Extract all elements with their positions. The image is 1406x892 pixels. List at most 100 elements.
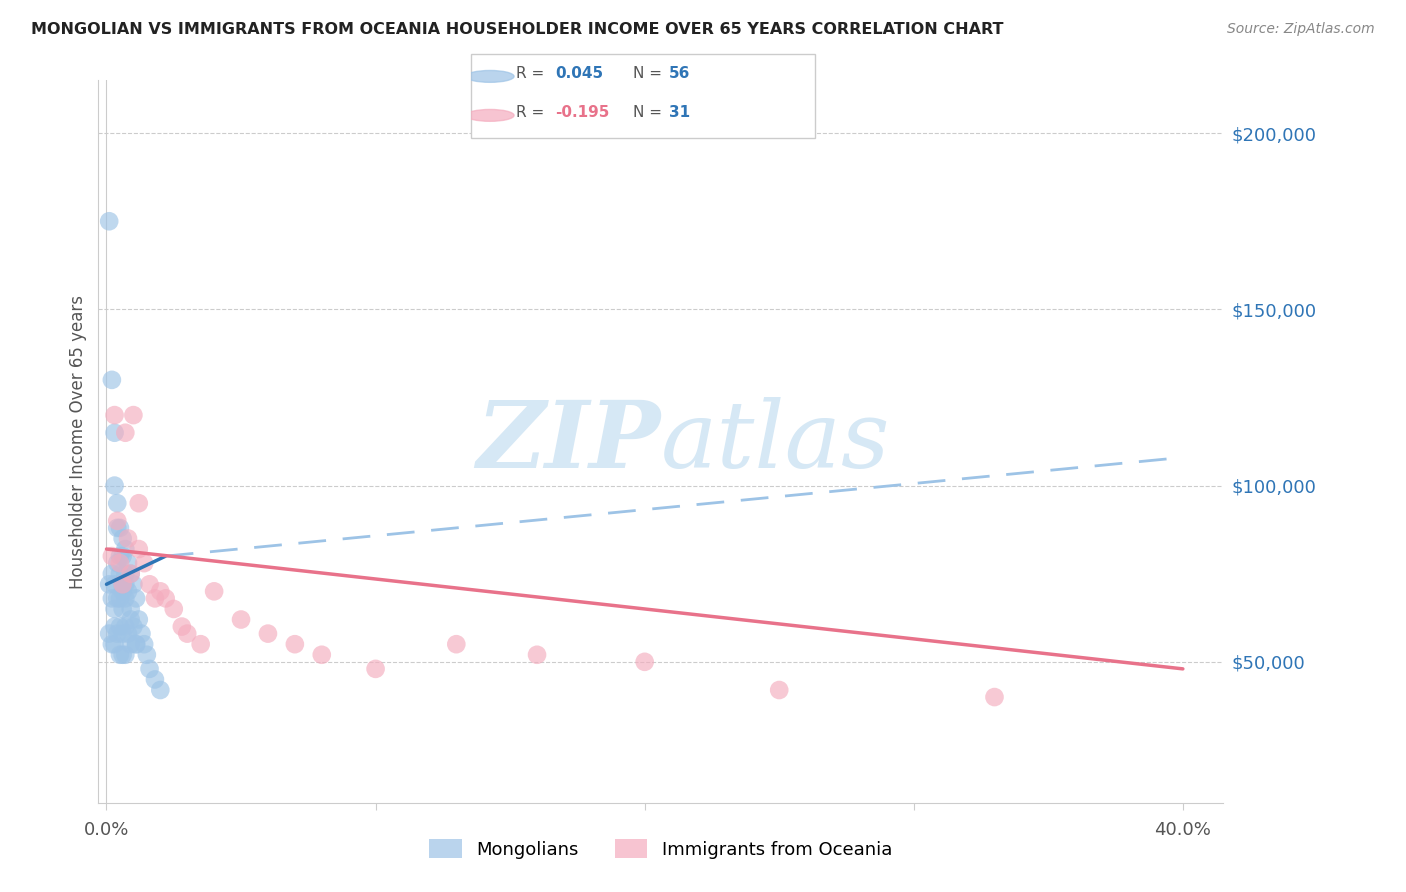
Point	[284, 637, 307, 651]
Point	[202, 584, 225, 599]
Point	[117, 584, 139, 599]
Point	[117, 556, 139, 570]
Point	[114, 648, 136, 662]
Point	[526, 648, 548, 662]
Point	[134, 637, 156, 651]
Point	[131, 626, 153, 640]
Point	[143, 673, 166, 687]
Point	[176, 626, 198, 640]
Point	[111, 577, 134, 591]
Point	[103, 602, 125, 616]
Point	[122, 619, 145, 633]
Point	[105, 496, 128, 510]
Point	[105, 556, 128, 570]
Point	[101, 566, 124, 581]
Point	[111, 584, 134, 599]
Point	[364, 662, 387, 676]
Point	[983, 690, 1005, 704]
Point	[101, 637, 124, 651]
Text: R =: R =	[516, 66, 544, 80]
Point	[134, 556, 156, 570]
Point	[105, 514, 128, 528]
Point	[128, 496, 150, 510]
Point	[120, 566, 142, 581]
Point	[138, 662, 160, 676]
Circle shape	[465, 70, 515, 82]
Point	[120, 566, 142, 581]
Point	[120, 637, 142, 651]
Point	[120, 613, 142, 627]
Point	[98, 214, 121, 228]
Point	[103, 425, 125, 440]
Point	[103, 619, 125, 633]
Point	[108, 521, 131, 535]
Text: 31: 31	[669, 104, 690, 120]
Text: ZIP: ZIP	[477, 397, 661, 486]
Point	[101, 373, 124, 387]
Point	[114, 566, 136, 581]
Point	[105, 521, 128, 535]
Point	[768, 683, 790, 698]
Text: 56: 56	[669, 66, 690, 80]
Circle shape	[465, 110, 515, 121]
Point	[98, 577, 121, 591]
Point	[108, 556, 131, 570]
Point	[111, 602, 134, 616]
Point	[114, 591, 136, 606]
Point	[101, 591, 124, 606]
Text: N =: N =	[633, 104, 662, 120]
Point	[111, 648, 134, 662]
Point	[103, 637, 125, 651]
Point	[108, 566, 131, 581]
Point	[101, 549, 124, 563]
Point	[114, 425, 136, 440]
Point	[125, 637, 148, 651]
Point	[128, 613, 150, 627]
Point	[634, 655, 657, 669]
Point	[111, 626, 134, 640]
Point	[108, 619, 131, 633]
Point	[114, 577, 136, 591]
Point	[149, 584, 172, 599]
Point	[311, 648, 333, 662]
Point	[103, 408, 125, 422]
Point	[117, 626, 139, 640]
Point	[446, 637, 468, 651]
Point	[122, 408, 145, 422]
Point	[114, 542, 136, 557]
Text: 0.045: 0.045	[555, 66, 603, 80]
Point	[117, 532, 139, 546]
Point	[122, 577, 145, 591]
Point	[120, 602, 142, 616]
Point	[125, 637, 148, 651]
Legend: Mongolians, Immigrants from Oceania: Mongolians, Immigrants from Oceania	[422, 832, 900, 866]
Text: MONGOLIAN VS IMMIGRANTS FROM OCEANIA HOUSEHOLDER INCOME OVER 65 YEARS CORRELATIO: MONGOLIAN VS IMMIGRANTS FROM OCEANIA HOU…	[31, 22, 1004, 37]
Point	[128, 542, 150, 557]
Text: -0.195: -0.195	[555, 104, 610, 120]
Text: atlas: atlas	[661, 397, 890, 486]
Point	[190, 637, 212, 651]
Point	[108, 648, 131, 662]
Point	[114, 619, 136, 633]
Point	[138, 577, 160, 591]
Point	[111, 549, 134, 563]
Point	[103, 478, 125, 492]
Point	[111, 532, 134, 546]
Point	[108, 591, 131, 606]
Point	[103, 577, 125, 591]
Y-axis label: Householder Income Over 65 years: Householder Income Over 65 years	[69, 294, 87, 589]
Point	[163, 602, 186, 616]
Point	[143, 591, 166, 606]
Point	[229, 613, 252, 627]
Point	[111, 577, 134, 591]
Point	[135, 648, 157, 662]
Point	[98, 626, 121, 640]
Text: R =: R =	[516, 104, 544, 120]
Point	[149, 683, 172, 698]
Point	[257, 626, 280, 640]
Point	[170, 619, 193, 633]
Point	[155, 591, 177, 606]
Point	[105, 626, 128, 640]
Text: N =: N =	[633, 66, 662, 80]
Point	[105, 591, 128, 606]
